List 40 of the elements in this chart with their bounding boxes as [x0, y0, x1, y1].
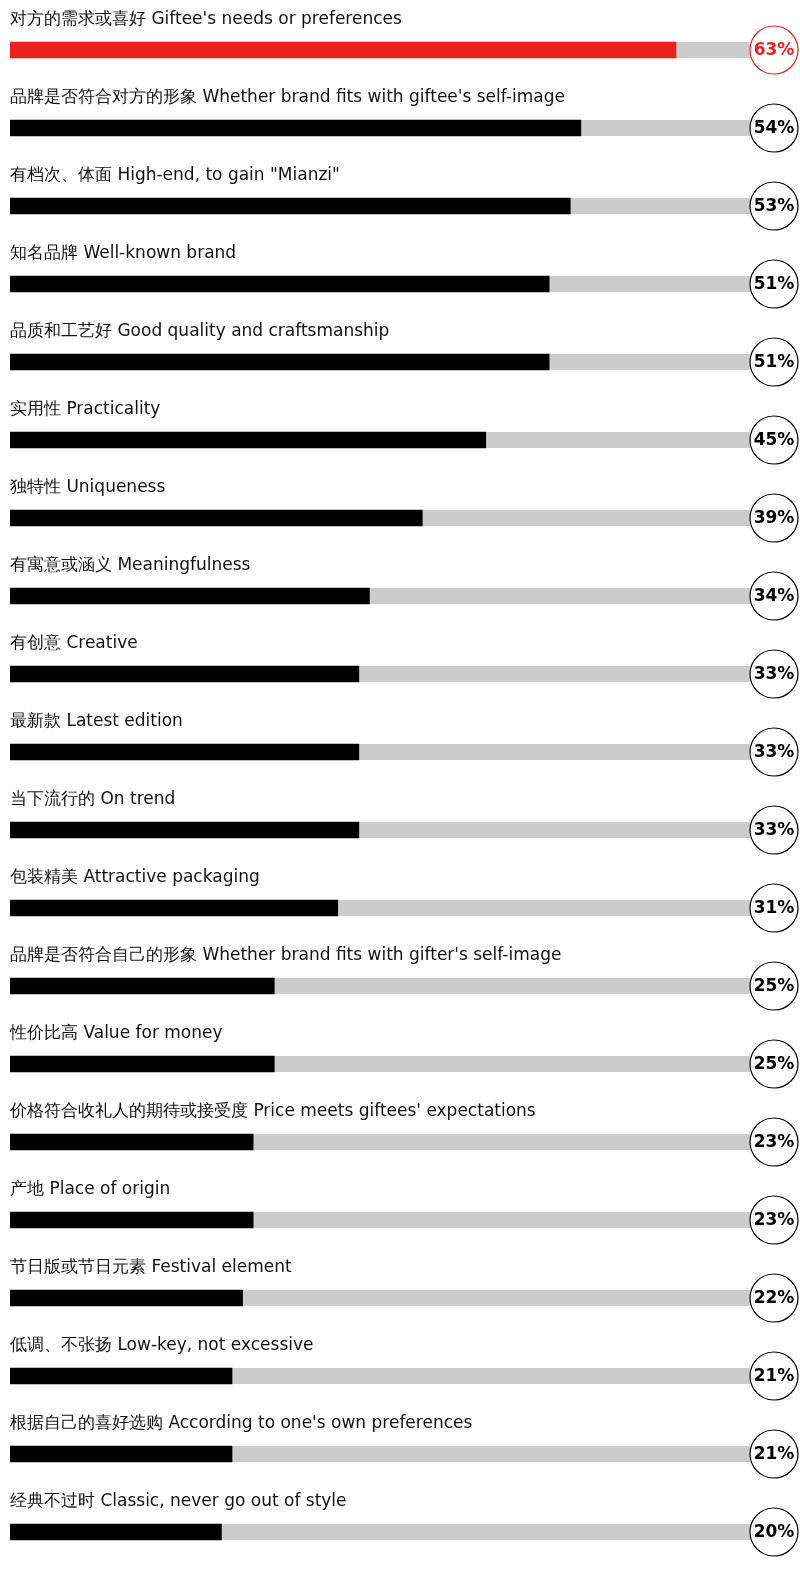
- y-tick-label: 低调、不张扬 Low-key, not excessive: [10, 1334, 314, 1354]
- y-tick-label: 经典不过时 Classic, never go out of style: [10, 1490, 347, 1510]
- y-tick-label: 包装精美 Attractive packaging: [10, 866, 260, 886]
- y-tick-label: 当下流行的 On trend: [10, 788, 176, 808]
- y-tick-label: 品牌是否符合对方的形象 Whether brand fits with giftee's self-image: [10, 86, 565, 106]
- y-tick-label: 实用性 Practicality: [10, 398, 161, 418]
- data-label: 33%: [753, 819, 795, 840]
- data-label: 39%: [753, 507, 795, 528]
- data-label: 31%: [753, 897, 795, 918]
- data-label: 25%: [753, 1053, 795, 1074]
- data-label: 51%: [753, 351, 795, 372]
- y-tick-label: 知名品牌 Well-known brand: [10, 242, 237, 262]
- data-label: 20%: [753, 1521, 795, 1542]
- y-tick-label: 品牌是否符合自己的形象 Whether brand fits with gifter's self-image: [10, 944, 562, 964]
- data-label: 63%: [753, 39, 795, 60]
- data-label: 45%: [753, 429, 795, 450]
- data-label: 23%: [753, 1209, 795, 1230]
- y-tick-label: 性价比高 Value for money: [9, 1022, 223, 1042]
- y-tick-label: 品质和工艺好 Good quality and craftsmanship: [10, 320, 390, 340]
- data-label: 34%: [753, 585, 795, 606]
- data-label: 33%: [753, 741, 795, 762]
- data-label: 33%: [753, 663, 795, 684]
- y-tick-label: 最新款 Latest edition: [10, 710, 183, 730]
- data-label: 25%: [753, 975, 795, 996]
- y-tick-label: 有档次、体面 High-end, to gain "Mianzi": [10, 164, 340, 184]
- y-tick-label: 对方的需求或喜好 Giftee's needs or preferences: [10, 8, 403, 28]
- y-tick-label: 节日版或节日元素 Festival element: [10, 1256, 292, 1276]
- y-tick-label: 独特性 Uniqueness: [10, 476, 166, 496]
- data-label: 51%: [753, 273, 795, 294]
- data-label: 54%: [753, 117, 795, 138]
- y-tick-label: 有寓意或涵义 Meaningfulness: [10, 554, 251, 574]
- data-label: 22%: [753, 1287, 795, 1308]
- y-tick-label: 产地 Place of origin: [10, 1178, 171, 1198]
- data-label: 21%: [753, 1443, 795, 1464]
- y-tick-label: 根据自己的喜好选购 According to one's own preferences: [10, 1412, 473, 1432]
- y-tick-label: 有创意 Creative: [10, 632, 138, 652]
- data-label: 53%: [753, 195, 795, 216]
- y-tick-label: 价格符合收礼人的期待或接受度 Price meets giftees' expectations: [9, 1100, 536, 1120]
- data-label: 21%: [753, 1365, 795, 1386]
- data-label: 23%: [753, 1131, 795, 1152]
